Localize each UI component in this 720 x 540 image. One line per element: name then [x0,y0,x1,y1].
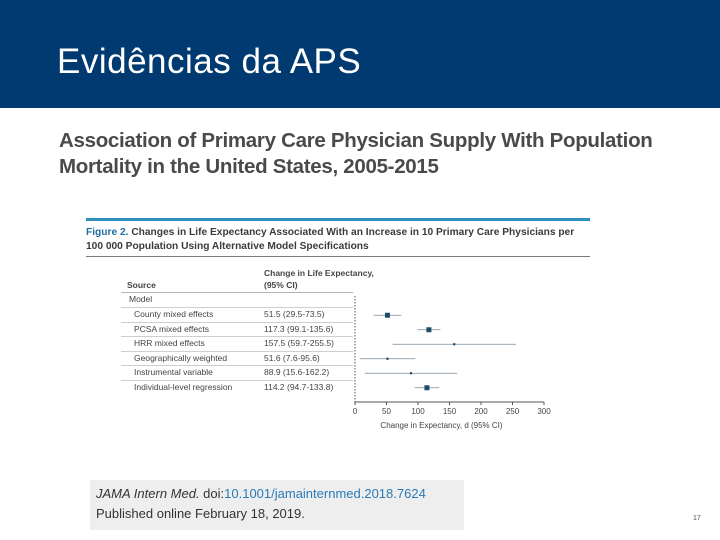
row-source-name: PCSA mixed effects [134,323,209,334]
x-tick-label: 200 [474,407,488,416]
table-header-underline [121,292,353,293]
estimate-marker [384,312,390,318]
row-source-name: Individual-level regression [134,381,233,392]
estimate-marker [386,357,389,360]
group-label-model: Model [129,294,153,304]
table-row: County mixed effects 51.5 (29.5-73.5) [121,307,353,322]
figure-caption: Figure 2. Changes in Life Expectancy Ass… [86,226,586,254]
row-source-name: Instrumental variable [134,367,213,377]
citation-doi-prefix: doi: [199,486,225,501]
figure-caption-text: Changes in Life Expectancy Associated Wi… [86,227,575,252]
x-tick-label: 300 [537,407,551,416]
estimate-marker [426,327,432,333]
estimate-marker [424,385,430,391]
citation-doi-line: JAMA Intern Med. doi:10.1001/jamainternm… [96,486,426,501]
estimate-marker [453,343,456,346]
x-tick-label: 50 [382,407,391,416]
x-tick-label: 150 [443,407,457,416]
citation-doi-link[interactable]: 10.1001/jamainternmed.2018.7624 [224,486,426,501]
forest-plot-chart: 0 50 100 150 200 250 300 Change in Expectancy, … [353,296,551,430]
slide-header: Evidências da APS [0,0,720,108]
citation-box: JAMA Intern Med. doi:10.1001/jamainternm… [90,480,464,530]
slide-title: Evidências da APS [57,42,362,81]
table-row: Individual-level regression 114.2 (94.7-… [121,379,353,395]
table-row: Instrumental variable 88.9 (15.6-162.2) [121,365,353,380]
page-number: 17 [693,515,701,522]
x-tick-label: 0 [353,407,358,416]
row-source-name: Geographically weighted [134,352,228,363]
row-estimate-value: 51.5 (29.5-73.5) [264,309,325,319]
estimate-marker [409,372,413,375]
figure-caption-rule [86,256,590,257]
row-estimate-value: 117.3 (99.1-135.6) [264,323,334,334]
citation-journal: JAMA Intern Med. [96,486,200,501]
row-estimate-value: 51.6 (7.6-95.6) [264,352,320,363]
column-header-change: Change in Life Expectancy, (95% CI) [264,268,374,290]
row-estimate-value: 157.5 (59.7-255.5) [264,338,334,348]
x-tick-label: 250 [506,407,520,416]
x-axis-label: Change in Expectancy, d (95% CI) [380,421,502,430]
row-source-name: HRR mixed effects [134,338,205,348]
figure-caption-lead: Figure 2. [86,227,129,238]
table-row: PCSA mixed effects 117.3 (99.1-135.6) [121,321,353,337]
row-source-name: County mixed effects [134,309,214,319]
forest-plot-figure: Figure 2. Changes in Life Expectancy Ass… [86,218,590,438]
article-title: Association of Primary Care Physician Su… [59,129,653,178]
row-estimate-value: 114.2 (94.7-133.8) [264,381,334,392]
column-header-source: Source [127,280,156,290]
row-estimate-value: 88.9 (15.6-162.2) [264,367,330,377]
figure-top-rule [86,218,590,221]
table-row: HRR mixed effects 157.5 (59.7-255.5) [121,336,353,351]
table-row: Geographically weighted 51.6 (7.6-95.6) [121,350,353,366]
x-tick-label: 100 [411,407,425,416]
citation-published-line: Published online February 18, 2019. [96,506,305,521]
